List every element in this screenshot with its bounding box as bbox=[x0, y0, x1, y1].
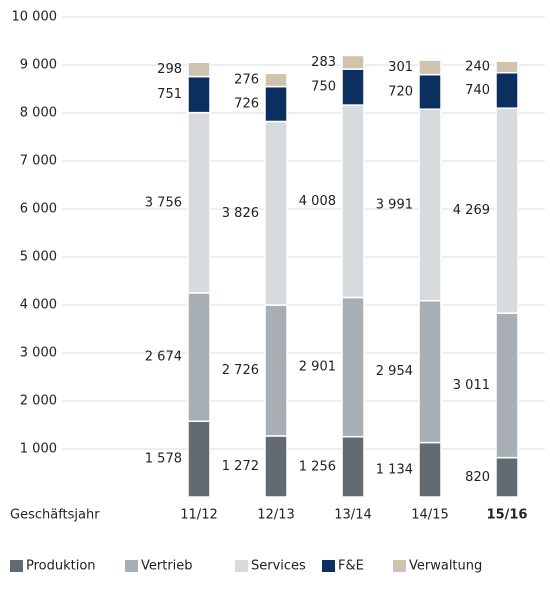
data-label: 1 272 bbox=[222, 459, 259, 474]
legend-label: Produktion bbox=[26, 559, 96, 574]
bar-segment bbox=[495, 71, 519, 109]
bar-segment bbox=[264, 72, 288, 88]
x-tick-label: 13/14 bbox=[334, 508, 371, 523]
data-label: 2 674 bbox=[145, 350, 182, 365]
x-tick-label: 14/15 bbox=[411, 508, 448, 523]
legend-label: Vertrieb bbox=[141, 559, 193, 574]
y-tick-label: 8 000 bbox=[20, 106, 57, 121]
legend-swatch bbox=[322, 560, 335, 572]
bar-segment bbox=[495, 456, 519, 498]
data-label: 3 756 bbox=[145, 195, 182, 210]
legend-label: F&E bbox=[338, 559, 364, 574]
bar-segment bbox=[187, 292, 211, 423]
data-label: 2 954 bbox=[376, 364, 413, 379]
legend-swatch bbox=[393, 560, 406, 572]
data-label: 1 256 bbox=[299, 459, 336, 474]
data-label: 276 bbox=[234, 72, 259, 87]
data-label: 750 bbox=[311, 80, 336, 95]
data-label: 4 008 bbox=[299, 194, 336, 209]
y-tick-label: 7 000 bbox=[20, 154, 57, 169]
bar-segment bbox=[418, 108, 442, 302]
legend-swatch bbox=[125, 560, 138, 572]
data-label: 720 bbox=[388, 84, 413, 99]
bar-segment bbox=[341, 435, 365, 498]
x-tick-label: 11/12 bbox=[180, 508, 217, 523]
data-label: 1 578 bbox=[145, 452, 182, 467]
data-label: 740 bbox=[465, 83, 490, 98]
y-tick-label: 1 000 bbox=[20, 442, 57, 457]
y-tick-label: 3 000 bbox=[20, 346, 57, 361]
bar-segment bbox=[495, 60, 519, 74]
bar-segment bbox=[341, 104, 365, 299]
bar-segment bbox=[495, 107, 519, 314]
legend-label: Verwaltung bbox=[409, 559, 482, 574]
data-label: 2 726 bbox=[222, 363, 259, 378]
data-label: 283 bbox=[311, 55, 336, 70]
bar-segment bbox=[264, 120, 288, 306]
x-tick-label: 12/13 bbox=[257, 508, 294, 523]
data-label: 3 011 bbox=[453, 378, 490, 393]
y-tick-label: 4 000 bbox=[20, 298, 57, 313]
bar-segment bbox=[341, 68, 365, 106]
y-tick-label: 2 000 bbox=[20, 394, 57, 409]
legend-swatch bbox=[235, 560, 248, 572]
y-tick-label: 6 000 bbox=[20, 202, 57, 217]
x-axis-label: Geschäftsjahr bbox=[10, 508, 100, 523]
data-label: 240 bbox=[465, 59, 490, 74]
x-tick-label: 15/16 bbox=[487, 508, 528, 523]
bar-segment bbox=[187, 61, 211, 78]
bar-segment bbox=[495, 312, 519, 459]
y-tick-label: 5 000 bbox=[20, 250, 57, 265]
data-label: 820 bbox=[465, 470, 490, 485]
bar-segment bbox=[418, 59, 442, 76]
bar-segment bbox=[341, 296, 365, 438]
bar-segment bbox=[264, 304, 288, 437]
bar-segment bbox=[341, 54, 365, 70]
data-label: 2 901 bbox=[299, 360, 336, 375]
y-tick-label: 9 000 bbox=[20, 58, 57, 73]
data-label: 298 bbox=[157, 62, 182, 77]
data-label: 1 134 bbox=[376, 462, 413, 477]
data-label: 751 bbox=[157, 87, 182, 102]
legend-swatch bbox=[10, 560, 23, 572]
legend-label: Services bbox=[251, 559, 306, 574]
y-tick-label: 10 000 bbox=[12, 10, 58, 25]
data-label: 3 826 bbox=[222, 206, 259, 221]
bar-segment bbox=[418, 300, 442, 444]
bar-segment bbox=[418, 73, 442, 110]
bar-segment bbox=[418, 441, 442, 498]
bar-segment bbox=[187, 75, 211, 114]
data-label: 301 bbox=[388, 60, 413, 75]
data-label: 4 269 bbox=[453, 203, 490, 218]
bar-segment bbox=[187, 111, 211, 294]
bar-segment bbox=[264, 435, 288, 498]
data-label: 3 991 bbox=[376, 197, 413, 212]
bar-segment bbox=[264, 85, 288, 123]
data-label: 726 bbox=[234, 97, 259, 112]
bar-segment bbox=[187, 420, 211, 498]
